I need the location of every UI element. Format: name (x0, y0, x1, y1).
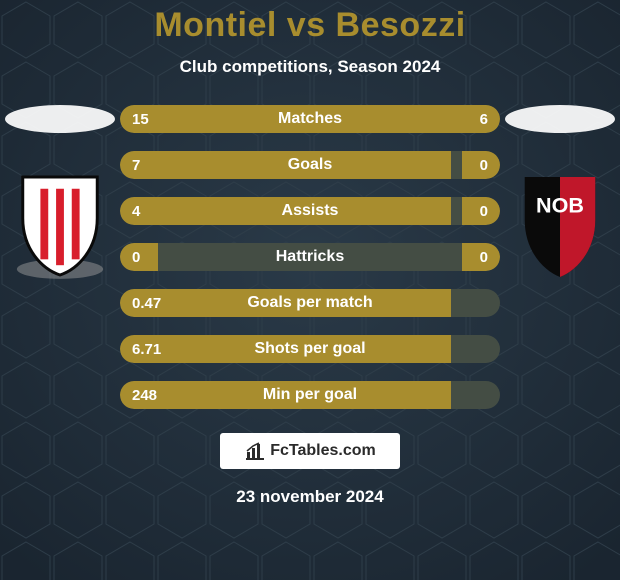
date-label: 23 november 2024 (236, 487, 383, 507)
stat-bar: 70Goals (120, 151, 500, 179)
right-player-side: NOB (500, 103, 620, 281)
brand-label: FcTables.com (270, 442, 376, 460)
bar-label: Hattricks (120, 248, 500, 266)
right-player-ellipse (505, 105, 615, 133)
bar-label: Shots per goal (120, 340, 500, 358)
brand-logo: FcTables.com (220, 433, 400, 469)
bar-label: Goals per match (120, 294, 500, 312)
stat-bar: 6.71Shots per goal (120, 335, 500, 363)
page-title: Montiel vs Besozzi (154, 6, 465, 45)
subtitle: Club competitions, Season 2024 (180, 57, 441, 77)
bar-label: Goals (120, 156, 500, 174)
left-team-shield-icon (11, 171, 109, 281)
chart-icon (244, 441, 266, 461)
left-player-side (0, 103, 120, 281)
stat-bar: 0.47Goals per match (120, 289, 500, 317)
comparison-row: 156Matches 70Goals 40Assists 00Hattricks 0.4… (0, 103, 620, 409)
bar-label: Matches (120, 110, 500, 128)
stat-bar: 156Matches (120, 105, 500, 133)
stat-bar: 248Min per goal (120, 381, 500, 409)
left-player-ellipse (5, 105, 115, 133)
stat-bar: 00Hattricks (120, 243, 500, 271)
svg-text:NOB: NOB (536, 192, 584, 217)
bar-label: Min per goal (120, 386, 500, 404)
right-team-shield-icon: NOB (511, 171, 609, 281)
stat-bars: 156Matches 70Goals 40Assists 00Hattricks 0.4… (120, 103, 500, 409)
stat-bar: 40Assists (120, 197, 500, 225)
bar-label: Assists (120, 202, 500, 220)
